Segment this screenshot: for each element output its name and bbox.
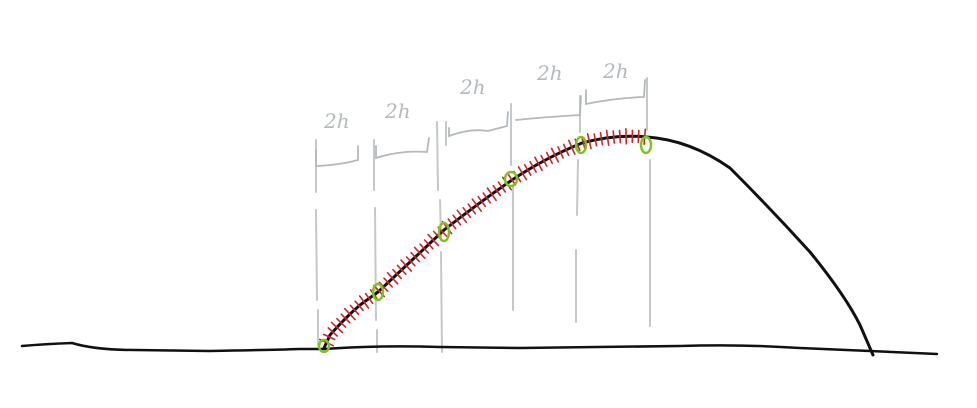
hatch-tick <box>486 187 497 202</box>
hatch-tick <box>410 251 421 263</box>
hatch-tick <box>471 198 483 212</box>
hatch-tick <box>423 239 434 250</box>
hatch-tick <box>330 321 344 334</box>
segment-label-1: 2h <box>323 109 350 133</box>
trajectory-curve <box>322 134 875 357</box>
hatch-tick <box>413 246 426 260</box>
sample-point-marker-5 <box>574 135 588 155</box>
hatch-tick <box>456 209 468 224</box>
hatch-tick <box>349 304 360 316</box>
hatch-tick <box>523 164 532 176</box>
hatch-tick <box>534 156 543 172</box>
hatch-tick <box>612 130 616 144</box>
hatch-tick <box>492 184 502 197</box>
hatch-tick <box>340 313 351 324</box>
hatch-tick <box>529 160 537 173</box>
hatch-tick <box>396 264 407 276</box>
hatch-tick <box>427 233 440 247</box>
guide-line-1 <box>315 139 319 346</box>
segment-labels: 2h 2h 2h 2h 2h <box>323 59 629 133</box>
hatch-tick <box>545 151 554 165</box>
hatch-tick <box>517 166 528 181</box>
ground-line <box>20 341 939 356</box>
guide-line-4 <box>510 103 514 311</box>
segment-label-5: 2h <box>602 59 629 83</box>
sample-point-marker-6 <box>639 135 653 155</box>
hatch-tick <box>358 295 370 309</box>
hatch-tick <box>599 132 604 146</box>
hatch-tick <box>557 146 564 159</box>
dimension-bracket-4 <box>515 95 582 121</box>
hatch-tick <box>467 203 477 215</box>
hatch-tick <box>419 243 430 254</box>
hatch-tick <box>567 139 576 155</box>
hatch-tick <box>400 259 413 272</box>
hatch-tick <box>482 192 492 204</box>
hatch-tick <box>386 271 399 285</box>
dimension-bracket-2 <box>375 137 430 160</box>
hatch-tick <box>550 147 560 163</box>
dimension-bracket-5 <box>585 79 646 106</box>
sample-point-marker-3 <box>437 221 451 243</box>
hatch-tick <box>586 133 592 150</box>
hatch-tick <box>354 300 364 312</box>
hatch-tick <box>452 214 462 226</box>
hatch-tick <box>593 133 598 147</box>
sample-point-marker-4 <box>503 170 519 188</box>
guide-line-5 <box>575 95 581 323</box>
hatch-tick <box>383 277 394 288</box>
hatch-tick <box>462 207 472 219</box>
segment-label-4: 2h <box>536 61 563 85</box>
vertical-guides <box>315 77 651 353</box>
hatch-tick <box>580 136 586 150</box>
hatch-tick <box>562 143 570 157</box>
dimension-bracket-3 <box>448 111 509 138</box>
guide-line-6 <box>646 77 651 327</box>
dimension-brackets <box>315 79 646 167</box>
hatch-tick <box>336 317 347 328</box>
sample-point-marker-1 <box>317 338 331 354</box>
guide-line-2 <box>373 139 378 353</box>
hatch-tick <box>497 181 507 193</box>
hatch-tick <box>477 195 487 208</box>
hatch-tick <box>364 292 374 305</box>
hatch-tick <box>618 129 622 144</box>
hatch-tick <box>327 327 339 337</box>
hatch-tick <box>447 218 457 230</box>
dimension-bracket-1 <box>315 145 359 167</box>
hatch-ticks <box>318 128 647 347</box>
sample-markers <box>317 135 653 354</box>
segment-label-3: 2h <box>459 75 486 99</box>
hatch-tick <box>405 256 416 267</box>
hatch-tick <box>540 154 548 167</box>
hatch-tick <box>322 333 336 341</box>
hatch-tick <box>637 129 640 144</box>
hatch-tick <box>605 129 610 146</box>
segment-label-2: 2h <box>384 99 411 123</box>
sample-point-marker-2 <box>371 282 385 302</box>
hatch-tick <box>343 307 356 321</box>
hatch-tick <box>392 268 403 280</box>
